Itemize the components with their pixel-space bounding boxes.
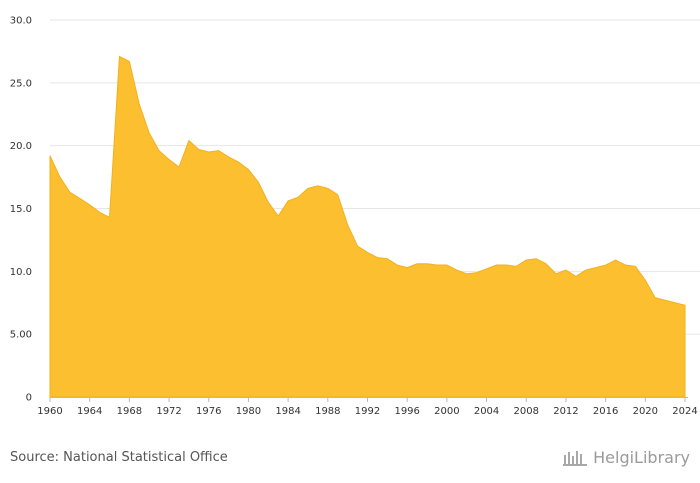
x-tick-label: 1992 [355, 406, 380, 417]
x-tick-label: 1964 [77, 406, 102, 417]
y-tick-label: 0 [26, 393, 32, 404]
brand-name: HelgiLibrary [593, 448, 690, 467]
x-tick-label: 1996 [394, 406, 419, 417]
x-tick-label: 1980 [236, 406, 261, 417]
x-tick-label: 2020 [633, 406, 658, 417]
x-tick-label: 2016 [593, 406, 618, 417]
source-note: Source: National Statistical Office [10, 450, 228, 465]
library-logo-icon [563, 450, 588, 466]
y-tick-label: 30.0 [10, 16, 32, 27]
x-tick-label: 2008 [514, 406, 539, 417]
y-tick-label: 25.0 [10, 78, 32, 89]
x-tick-label: 1960 [37, 406, 62, 417]
x-tick-label: 2000 [434, 406, 459, 417]
y-tick-label: 10.0 [10, 267, 32, 278]
y-tick-label: 5.00 [10, 330, 32, 341]
brand: HelgiLibrary [563, 448, 690, 467]
y-axis: 0 5.00 10.0 15.0 20.0 25.0 30.0 [10, 16, 32, 404]
y-tick-label: 15.0 [10, 204, 32, 215]
x-tick-label: 2004 [474, 406, 499, 417]
y-tick-label: 20.0 [10, 141, 32, 152]
x-tick-label: 1988 [315, 406, 340, 417]
x-tick-label: 2024 [672, 406, 697, 417]
x-tick-label: 1968 [117, 406, 142, 417]
x-tick-label: 1984 [275, 406, 300, 417]
x-tick-label: 2012 [553, 406, 578, 417]
x-tick-label: 1972 [156, 406, 181, 417]
area-series [49, 55, 686, 398]
x-axis: 1960 1964 1968 1972 1976 1980 1984 1988 1992 1996… [37, 397, 698, 417]
x-tick-label: 1976 [196, 406, 221, 417]
